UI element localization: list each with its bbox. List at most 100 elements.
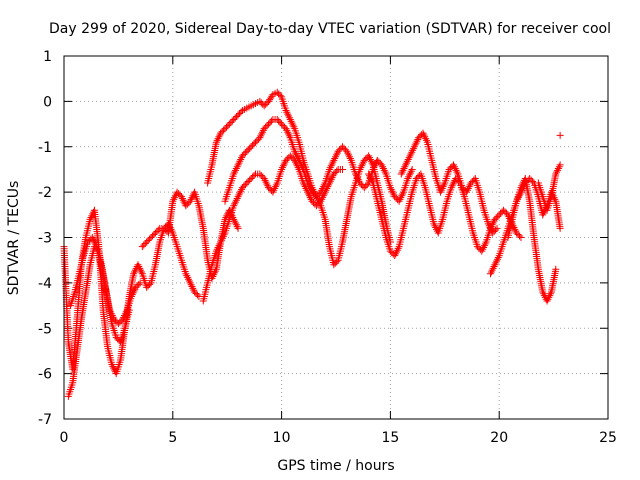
x-tick-label: 10 [273,430,291,446]
data-point [233,163,241,171]
data-point [285,130,293,138]
data-point [86,215,94,223]
data-point [184,273,192,281]
data-point [151,229,159,237]
data-point [288,119,296,127]
data-point [339,143,347,151]
data-point [493,257,501,265]
data-point [492,226,500,234]
data-point [218,128,226,136]
data-point [249,173,257,181]
y-tick-label: -3 [38,231,52,247]
data-point [275,117,283,125]
data-point [366,172,374,180]
data-point [273,116,281,124]
data-point [120,312,128,320]
data-point [370,164,378,172]
data-point [323,184,331,192]
data-point [394,244,402,252]
data-point [184,275,192,283]
data-point [143,283,151,291]
data-point [325,179,333,187]
data-point [400,165,408,173]
data-point [327,162,335,170]
series-track-f [221,116,416,205]
data-point [463,186,471,194]
data-point [501,208,509,216]
data-point [85,237,93,245]
data-point [487,268,495,276]
data-point [183,200,191,208]
data-point [231,168,239,176]
data-point [325,181,333,189]
data-point [260,102,268,110]
data-point [344,149,352,157]
series-track-e [204,88,394,269]
data-point [283,126,291,134]
data-point [234,224,242,232]
data-point [273,88,281,96]
data-point [375,158,383,166]
data-point [380,166,388,174]
data-point [265,120,273,128]
series-track-b [67,234,144,328]
data-point [493,255,501,263]
x-tick-label: 25 [599,430,617,446]
data-point [227,119,235,127]
data-point [148,232,156,240]
data-point [127,292,135,300]
data-point [527,176,535,184]
data-point [269,188,277,196]
data-point [388,249,396,257]
data-point [359,160,367,168]
data-point [321,188,329,196]
data-point [131,268,139,276]
data-point [556,131,564,139]
data-point [369,165,377,173]
data-point [235,191,243,199]
data-point [387,185,395,193]
data-point [270,186,278,194]
data-point [266,119,274,127]
data-point [240,182,248,190]
data-point [216,240,224,248]
data-point [445,165,453,173]
y-tick-label: 0 [43,94,52,110]
data-point [331,155,339,163]
data-point [92,244,100,252]
data-point [108,361,116,369]
data-point [378,161,386,169]
data-point [358,162,366,170]
data-point [214,243,222,251]
data-point [343,147,351,155]
data-point [460,185,468,193]
grid-lines [64,56,608,419]
data-point [291,147,299,155]
data-point [284,128,292,136]
data-point [231,219,239,227]
data-point [267,117,275,125]
data-point [253,137,261,145]
data-point [282,106,290,114]
data-point [146,280,154,288]
data-point [128,291,136,299]
data-point [489,264,497,272]
data-point [392,248,400,256]
data-point [393,246,401,254]
y-tick-labels: 1 0 -1 -2 -3 -4 -5 -6 -7 [38,49,52,428]
data-point [186,279,194,287]
data-point [333,258,341,266]
data-point [93,246,101,254]
data-point [261,176,269,184]
data-point [324,183,332,191]
y-axis-title: SDTVAR / TECUs [6,181,22,296]
data-point [260,175,268,183]
x-axis-title: GPS time / hours [277,458,394,474]
data-point [114,320,122,328]
data-point [546,292,554,300]
y-tick-label: -5 [38,321,52,337]
data-point [182,270,190,278]
data-point [491,215,499,223]
data-point [125,306,133,314]
data-point [422,135,430,143]
